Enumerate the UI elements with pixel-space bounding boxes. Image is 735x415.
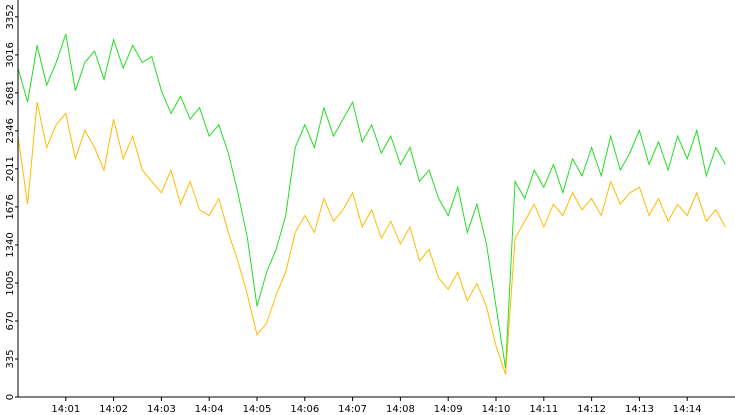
y-tick-label: 1340 — [5, 232, 16, 257]
y-tick-label: 1005 — [5, 270, 16, 295]
y-tick-label: 3016 — [5, 42, 16, 67]
x-tick-label: 14:08 — [386, 404, 415, 415]
y-tick-label: 3352 — [5, 4, 16, 29]
y-tick-label: 0 — [5, 394, 16, 400]
x-tick-label: 14:05 — [243, 404, 272, 415]
x-tick-label: 14:10 — [482, 404, 511, 415]
x-tick-label: 14:14 — [673, 404, 702, 415]
data-line — [17, 33, 726, 369]
x-tick-label: 14:12 — [577, 404, 606, 415]
y-tick-label: 1676 — [5, 194, 16, 219]
x-tick-label: 14:01 — [51, 404, 80, 415]
y-tick-label: 2011 — [5, 156, 16, 181]
y-tick-label: 335 — [5, 349, 16, 368]
x-tick-label: 14:04 — [195, 404, 224, 415]
x-tick-label: 14:11 — [529, 404, 558, 415]
data-line — [17, 101, 726, 375]
x-tick-label: 14:13 — [625, 404, 654, 415]
x-tick-label: 14:03 — [147, 404, 176, 415]
x-tick-label: 14:09 — [434, 404, 463, 415]
x-tick-label: 14:07 — [338, 404, 367, 415]
y-tick-label: 670 — [5, 311, 16, 330]
y-tick-label: 2346 — [5, 118, 16, 143]
x-tick-label: 14:06 — [290, 404, 319, 415]
x-tick-label: 14:02 — [99, 404, 128, 415]
y-tick-label: 2681 — [5, 80, 16, 105]
